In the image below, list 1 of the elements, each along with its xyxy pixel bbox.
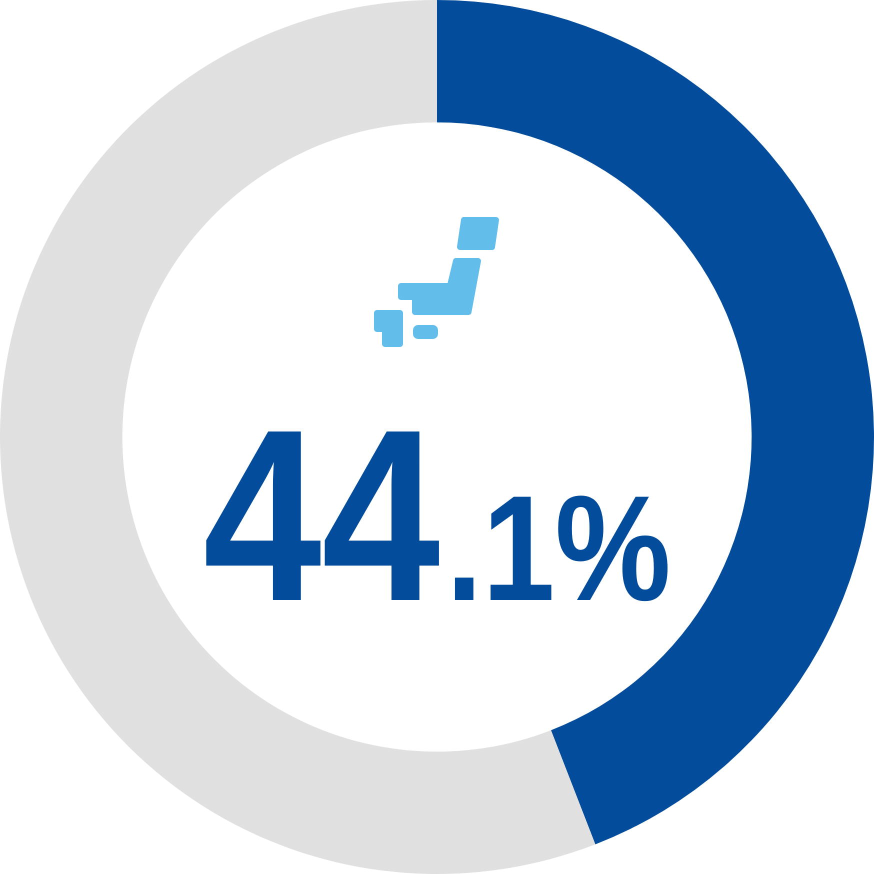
data-label: 44.1% xyxy=(203,378,671,652)
